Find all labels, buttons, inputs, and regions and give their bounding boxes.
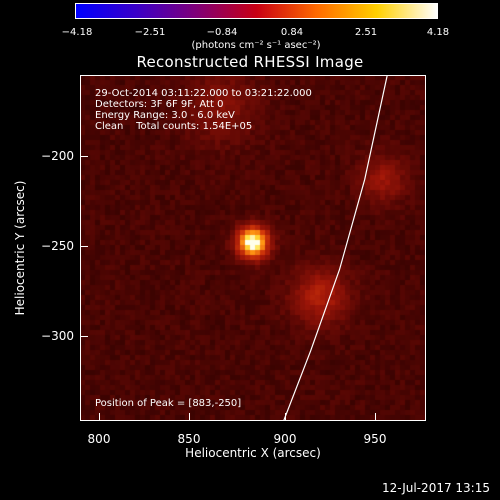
colorbar-tick-label: −4.18 [61, 27, 93, 38]
x-tick-label: 800 [87, 432, 111, 446]
colorbar-tick-label: 0.84 [280, 27, 304, 38]
solar-limb-line [283, 75, 388, 421]
render-timestamp: 12-Jul-2017 13:15 [381, 481, 490, 495]
x-tick-mark [99, 413, 100, 421]
colorbar-tick-label: −0.84 [206, 27, 238, 38]
x-axis-title: Heliocentric X (arcsec) [185, 446, 321, 460]
info-clean-counts: Clean Total counts: 1.54E+05 [95, 121, 253, 132]
colorbar-unit-label: (photons cm⁻² s⁻¹ asec⁻²) [191, 40, 321, 51]
solar-limb [283, 75, 388, 421]
plot-area [80, 75, 426, 421]
y-tick-mark [80, 156, 88, 157]
intensity-heatmap [80, 75, 426, 421]
colorbar-gradient [76, 4, 437, 18]
y-axis-title: Heliocentric Y (arcsec) [13, 180, 27, 316]
x-tick-mark [189, 413, 190, 421]
x-tick-label: 850 [177, 432, 201, 446]
plot-title: Reconstructed RHESSI Image [136, 53, 364, 71]
peak-position-annotation: Position of Peak = [883,-250] [95, 398, 242, 409]
info-time-range: 29-Oct-2014 03:11:22.000 to 03:21:22.000 [95, 88, 312, 99]
info-energy-range: Energy Range: 3.0 - 6.0 keV [95, 110, 235, 121]
colorbar-tick-label: −2.51 [134, 27, 166, 38]
colorbar-tick-label: 4.18 [426, 27, 450, 38]
y-tick-label: −250 [41, 239, 74, 253]
x-tick-label: 950 [363, 432, 387, 446]
y-tick-label: −200 [41, 149, 74, 163]
x-tick-mark [375, 413, 376, 421]
info-detectors: Detectors: 3F 6F 9F, Att 0 [95, 99, 224, 110]
y-tick-label: −300 [41, 329, 74, 343]
y-tick-mark [80, 336, 88, 337]
colorbar [75, 3, 438, 19]
x-tick-mark [285, 413, 286, 421]
x-tick-label: 900 [273, 432, 297, 446]
y-tick-mark [80, 246, 88, 247]
colorbar-tick-label: 2.51 [354, 27, 378, 38]
